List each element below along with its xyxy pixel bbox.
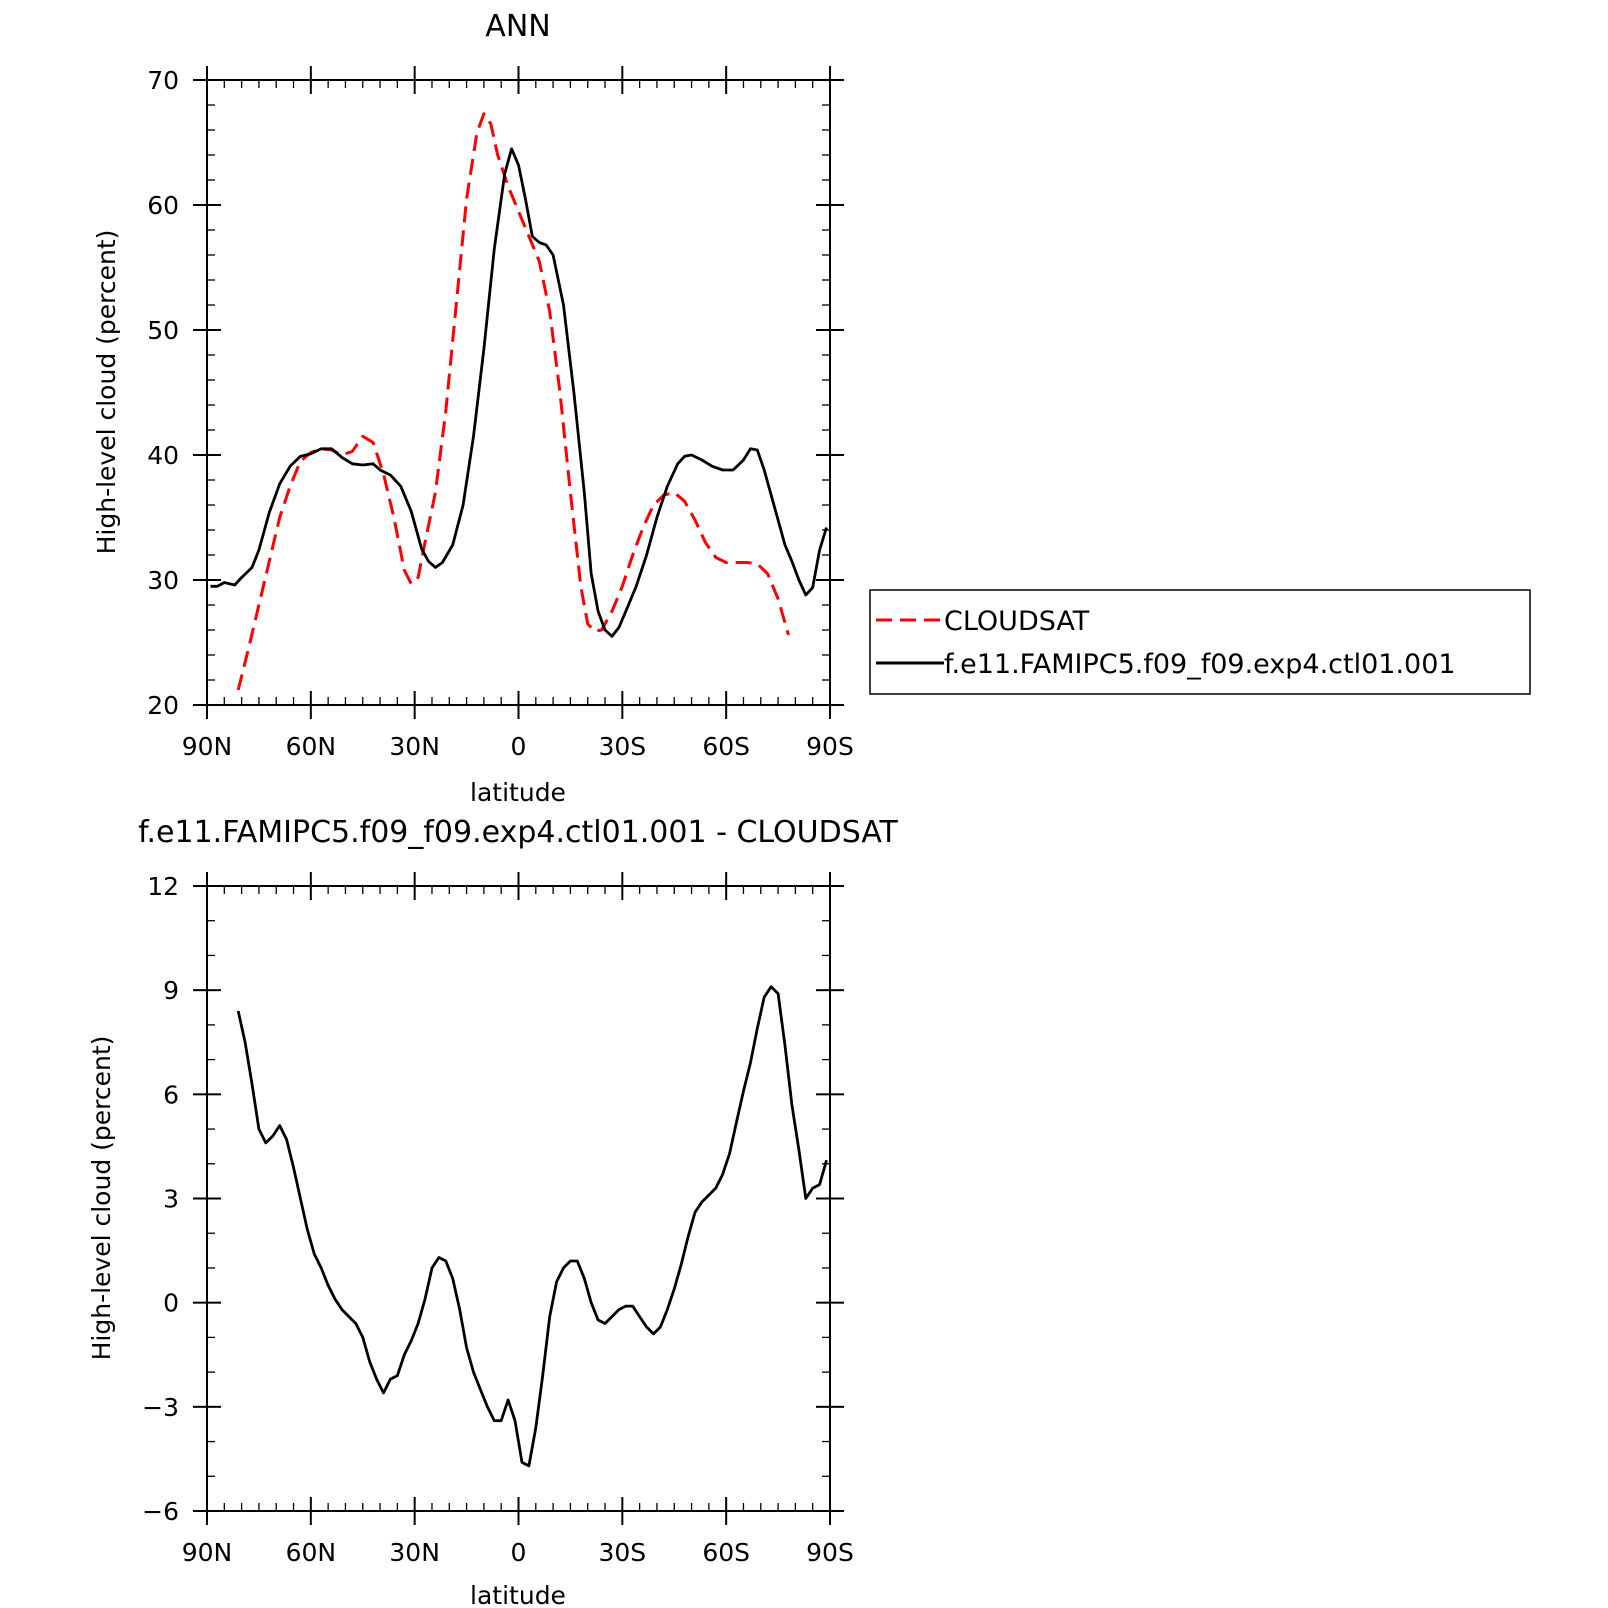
x-tick-label: 90N — [182, 1538, 233, 1567]
y-tick-label: −3 — [142, 1393, 179, 1422]
bottom-y-axis-label: High-level cloud (percent) — [87, 1036, 116, 1361]
x-tick-label: 60N — [286, 1538, 337, 1567]
top-minor-ticks — [206, 79, 831, 706]
x-tick-label: 90N — [182, 732, 233, 761]
y-tick-label: 40 — [147, 441, 179, 470]
legend: CLOUDSAT f.e11.FAMIPC5.f09_f09.exp4.ctl0… — [869, 589, 1531, 695]
top-y-axis-ticks: 20 30 40 50 60 70 — [147, 66, 844, 720]
legend-label-model: f.e11.FAMIPC5.f09_f09.exp4.ctl01.001 — [944, 649, 1456, 680]
y-tick-label: 60 — [147, 191, 179, 220]
x-tick-label: 60S — [702, 1538, 750, 1567]
x-tick-label: 90S — [806, 1538, 854, 1567]
bottom-series-line-0 — [236, 985, 828, 1468]
top-y-axis-label: High-level cloud (percent) — [92, 230, 121, 555]
top-x-axis-ticks: 90N 60N 30N 0 30S 60S 90S — [182, 66, 854, 761]
y-tick-label: 20 — [147, 691, 179, 720]
top-plot-area: 90N 60N 30N 0 30S 60S 90S 20 30 40 50 60 70 — [147, 66, 854, 761]
top-series-line-0 — [236, 112, 790, 691]
y-tick-label: 12 — [147, 872, 179, 901]
top-series-line-1 — [210, 147, 828, 638]
y-tick-label: 0 — [163, 1289, 179, 1318]
top-x-axis-label: latitude — [470, 778, 566, 807]
x-tick-label: 30N — [389, 1538, 440, 1567]
top-chart-title: ANN — [485, 9, 550, 44]
bottom-y-axis-ticks: −6 −3 0 3 6 9 12 — [142, 872, 844, 1526]
x-tick-label: 0 — [511, 1538, 527, 1567]
bottom-plot-area: 90N 60N 30N 0 30S 60S 90S −6 −3 0 3 6 9 12 — [142, 872, 854, 1567]
bottom-x-axis-ticks: 90N 60N 30N 0 30S 60S 90S — [182, 872, 854, 1567]
bottom-series-lines — [236, 985, 828, 1468]
bottom-chart-title: f.e11.FAMIPC5.f09_f09.exp4.ctl01.001 - C… — [138, 815, 898, 850]
legend-label-cloudsat: CLOUDSAT — [944, 606, 1090, 637]
x-tick-label: 60S — [702, 732, 750, 761]
y-tick-label: 70 — [147, 66, 179, 95]
x-tick-label: 30S — [598, 732, 646, 761]
x-tick-label: 0 — [511, 732, 527, 761]
x-tick-label: 30S — [598, 1538, 646, 1567]
x-tick-label: 90S — [806, 732, 854, 761]
bottom-x-axis-label: latitude — [470, 1581, 566, 1608]
y-tick-label: 50 — [147, 316, 179, 345]
y-tick-label: 3 — [163, 1185, 179, 1214]
y-tick-label: 6 — [163, 1080, 179, 1109]
top-series-lines — [210, 112, 828, 691]
bottom-chart-panel: f.e11.FAMIPC5.f09_f09.exp4.ctl01.001 - C… — [87, 815, 899, 1608]
y-tick-label: −6 — [142, 1497, 179, 1526]
top-chart-panel: ANN 90N 60N 30N 0 30S 60S 90S 20 30 40 50 60 70 lat… — [92, 9, 1531, 807]
legend-box — [869, 589, 1531, 695]
top-plot-frame — [206, 79, 831, 706]
x-tick-label: 60N — [286, 732, 337, 761]
y-tick-label: 9 — [163, 976, 179, 1005]
x-tick-label: 30N — [389, 732, 440, 761]
y-tick-label: 30 — [147, 566, 179, 595]
